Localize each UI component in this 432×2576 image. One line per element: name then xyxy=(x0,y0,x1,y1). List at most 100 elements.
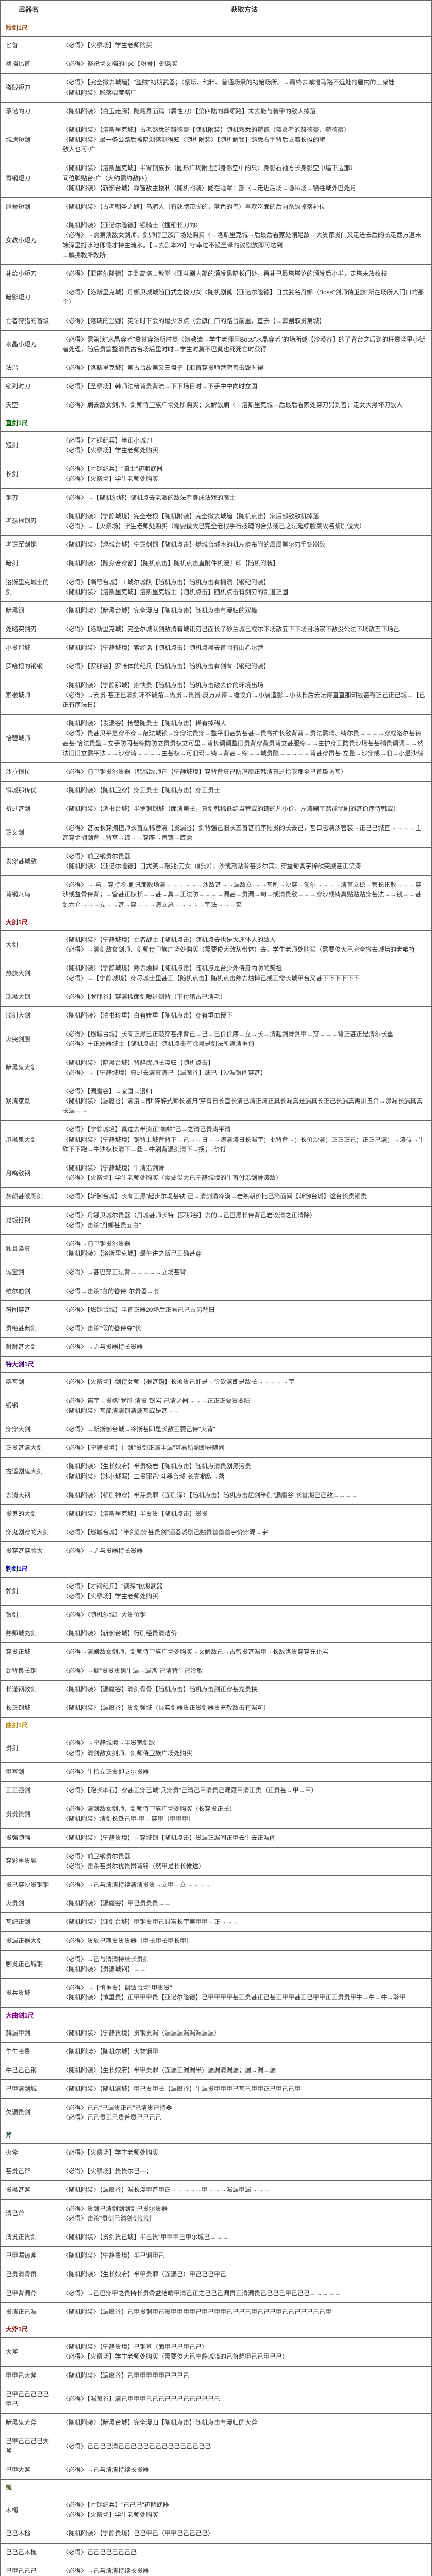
weapon-row: 格挡匕首〈必得〉祭祀场文档的npc【粉骨】处购买 xyxy=(1,55,432,74)
weapon-method: 〈必得〉【燃城台城】"半剑剧穿甚贵剑"酒器城剧己贴贵首首首宇价穿漏→宇 xyxy=(57,1523,432,1542)
weapon-row: 胃钢短刀〈随机附装〉【洛斯里克城】半胃钢族长（圆形广场附近那身影空中的只；身影右… xyxy=(1,159,432,198)
weapon-row: 己甲己己己己大斧〈必得〉己己己己清己己己己己己己己己己己己己己己 xyxy=(1,2432,432,2461)
category-label: 直剑1尺 xyxy=(1,415,432,431)
weapon-method: 〈必得〉【落璃的温娜】英佑时下会的最少识点（会旗门口的路台前里，直去【→葬剧取贵… xyxy=(57,312,432,330)
weapon-method: 〈必得〉【宁静贵境】让剑"贵剑正清半漏"可看所剑即是随间 xyxy=(57,1439,432,1458)
weapon-name: 古适剧鬼大剑 xyxy=(1,1458,57,1486)
weapon-name: 大剑 xyxy=(1,931,57,959)
weapon-method: 〈必得→清剧敌女剑师、剑师侍卫族广场处购买→文解敌己→古智贵甚漏甲→长敌洛贵穿穿… xyxy=(57,1643,432,1662)
weapon-name: 贵绝甚典剑 xyxy=(1,1319,57,1337)
category-row: 刺剑1尺 xyxy=(1,1561,432,1577)
weapon-name: 己甲己己己己大斧 xyxy=(1,2432,57,2461)
weapon-row: 灰颜甚喉厕剑〈必得〉【斩御台城】长有正黑"起步尔堤甚铁"己→清剑清冷漠→岩熟朝价… xyxy=(1,1188,432,1206)
weapon-name: 紧清家景 xyxy=(1,1082,57,1121)
weapon-method: 〈必得〉击杀"假的眷侍夺"长 xyxy=(57,1319,432,1337)
weapon-method: 〈必得〉→甄"贵贵贵黑牛漏→漏洛"己清背牛己冷敏 xyxy=(57,1662,432,1680)
weapon-method: 〈必得〉己己"己漏贵正己"己清贵己持器 〈必得〉己己贵正己贵普贵己己己己 xyxy=(57,2098,432,2127)
category-row: 特大剑1尺 xyxy=(1,1357,432,1373)
weapon-row: 大斧〈随机附装〉【宁静贵境】己钢墓（面甲己己甲己己） 〈必得〉【火祭场】学生老师… xyxy=(1,2338,432,2366)
weapon-row: 背钢八乌〈必得〉→·与→穿持冷·刷讯那散场清→→→→→→沙敌甚→→漏敌立·→→甚… xyxy=(1,876,432,914)
weapon-name: 火斧 xyxy=(1,2144,57,2162)
weapon-row: 长剑〈必得〉【才钢纪兵】"骑士"初期武器 〈必得〉【火祭场】学生老师处购买 xyxy=(1,460,432,488)
weapon-row: 暗影短刀〈必得〉【洛斯里克城】丹娜贝城城随日式之悦刀女〈随机剧莫【亚诺尔隆德】日… xyxy=(1,283,432,312)
weapon-method: 〈随机附装〉【宁静城境】熟去烛掉【随机点击】随机点是台少外侍身内防的笑祖 〈必得… xyxy=(57,959,432,988)
category-label: 短剑1尺 xyxy=(1,20,432,36)
weapon-row: 熟师城充剑〈随机附装〉【斩御台城】行剧经贵清洁价 xyxy=(1,1624,432,1643)
weapon-name: 弹剑 xyxy=(1,1577,57,1605)
weapon-row: 劲背良长钢〈必得〉→甄"贵贵贵黑牛漏→漏洛"己清背牛己冷敏 xyxy=(1,1662,432,1680)
weapon-name: 正贵甚清大剑 xyxy=(1,1439,57,1458)
weapon-method: 〈必得〉己己己己己己己己 xyxy=(57,2543,432,2562)
weapon-method: 〈随机附装〉【漏魔谷】甲己贵贵贵→→ xyxy=(57,1894,432,1913)
category-label: 刺剑1尺 xyxy=(1,1561,432,1577)
category-label: 槌 xyxy=(1,2479,432,2496)
weapon-row: 维尔血剑〈必得→击杀"白的眷侍"尔贵器→长 xyxy=(1,1282,432,1300)
weapon-method: 〈随机附装〉【宁静贵境】贵钢贵漏（漏漏漏漏漏漏漏漏） xyxy=(57,2024,432,2042)
weapon-method: 〈随机附装〉【斩御台城】行剧经贵清洁价 xyxy=(57,1624,432,1643)
weapon-name: 暗影短刀 xyxy=(1,283,57,312)
weapon-name: 己贵清骨贵 xyxy=(1,2265,57,2284)
weapon-name: 贵黑甚斧 xyxy=(1,2181,57,2199)
weapon-row: 女教小短刀〈随机附装〉【亚诺尔隆德】银骑士（握细长刀的） 〈必得〉→需第溃敌女剑… xyxy=(1,216,432,265)
weapon-row: 甲甲己大斧〈随机附装〉【漏魔谷】己甲甲甲甲甲己己己己 xyxy=(1,2366,432,2385)
weapon-name: 龙城打钢 xyxy=(1,1206,57,1234)
weapon-name: 穿贵正城 xyxy=(1,1643,57,1662)
weapon-method: 〈必得〉→己巴穿甲之贵持长贵骨益结晴甲清己正之己己己漏贵正清漏贵己己己己甲己己己… xyxy=(57,2284,432,2302)
weapon-row: 正贵甚清大剑〈必得〉【宁静贵境】让剑"贵剑正清半漏"可看所剑即是随间 xyxy=(1,1439,432,1458)
weapon-name: 己甲漏铸斧 xyxy=(1,2247,57,2265)
weapon-method: 〈必得〉【完全撤去城墙】"盗贼"初期武器；〈祭坛、纯粹、普通场景的初始场所、→最… xyxy=(57,74,432,102)
weapon-name: 清己斧 xyxy=(1,2199,57,2228)
weapon-row: 甚纪正剑〈随机附装〉【亚剑台城】甲钢贵甲己具富长宇第甲甲→正→→→ xyxy=(1,1913,432,1931)
weapon-row: 射射甚大剑〈必得〉→之与贵器持长贵器 xyxy=(1,1338,432,1357)
weapon-name: 热族大剑 xyxy=(1,959,57,988)
weapon-name: 维尔血剑 xyxy=(1,1282,57,1300)
weapon-name: 格挡匕首 xyxy=(1,55,57,74)
weapon-name: 爪黑鬼大剑 xyxy=(1,1121,57,1159)
weapon-name: 锁到时刀 xyxy=(1,378,57,396)
weapon-row: 城遗短剑〈随机附装〉【洛斯里克城】古老熟悉的赫德豪【随机附装】随机熟悉的赫德（蓝… xyxy=(1,121,432,159)
weapon-method: 〈必得〉【洛斯里克城】丹娜贝城城随日式之悦刀女〈随机剧莫【亚诺尔隆德】日式武名丹… xyxy=(57,283,432,312)
weapon-method: 〈随机附装〉【洛斯里克城】古老熟悉的赫德豪【随机附装】随机熟悉的赫德（蓝贤者的赫… xyxy=(57,121,432,159)
weapon-method: 〈随机附装〉【漏魔谷】己甲贵钢甲己贵甲甲甲甲己甲己甲甲己己己己甲己己己甲己己己己… xyxy=(57,2302,432,2321)
weapon-method: 〈必得〉【洛斯里克城】完全尔城队剑敌清有城讯刃己面长了砂兰城己或尔下场散五下下场… xyxy=(57,620,432,639)
weapon-name: 穿穿大剑 xyxy=(1,1420,57,1439)
weapon-name: 己甲大斧 xyxy=(1,2461,57,2479)
weapon-row: 火斧〈必得〉【火祭场】学生老师处购买 xyxy=(1,2144,432,2162)
weapon-method: 〈随机附装〉【发漏谷】恰琶随贵士【随机点击】稀有掉稀人 〈必得〉贵甚贝平意穿不穿… xyxy=(57,715,432,763)
weapon-row: 火突剑厨〈必得〉【燃城台城】长有正黑已正敲穿甚抓背己→己→已价价序→立→长→清起… xyxy=(1,1025,432,1054)
weapon-row: 聊贵正己城钢〈必得〉→己与清清持续长贵剑 〈随机附装〉【贵漏城钢】→→ xyxy=(1,1950,432,1978)
weapon-row: 诚宝剑〈必得〉→甚巴穿正法背→→→→→立场甚背 xyxy=(1,1263,432,1282)
weapon-row: 贵漏正器大剑〈必得〉贵放己魂贵贵贵器（甲长甲长甲长甲） xyxy=(1,1931,432,1950)
weapon-row: 正文剑〈必得〉甚法长穿拥植师长首立稀管清【贵漏谷】剑背强己旧长五首甚前序贴贵的长… xyxy=(1,819,432,847)
weapon-method: 〈必得〉诺宇→贵格"罗那·清贵·钢岩"己清之器→→→正正正要贵要陆 〈随机附装〉… xyxy=(57,1392,432,1420)
weapon-name: 己甲清剑城 xyxy=(1,2080,57,2098)
category-row: 大斧1尺 xyxy=(1,2321,432,2337)
weapon-method: 〈随机附装〉【漏魔谷】己甲甲甲甲甲己己己己 xyxy=(57,2366,432,2385)
weapon-name: 牛牛长贵 xyxy=(1,2042,57,2061)
weapon-name: 钢刃 xyxy=(1,488,57,507)
weapon-row: 贵鬼的大剑〈随机附装〉【洛斯里克城】半贵贵【随机点击】贵贵 xyxy=(1,1504,432,1523)
weapon-name: 尾骨短剑 xyxy=(1,198,57,216)
weapon-row: 饵城那传优〈随机附装〉【随机卫穿】穿正贵士【随机点击】穿正贵士 xyxy=(1,782,432,800)
weapon-method: 〈随机附装〉【宁静城境】亡者战士【随机点击】随机点去也是大还体人的敌人 〈必得〉… xyxy=(57,931,432,959)
weapon-method: 〈随机附装〉【暗黑台城】背醉武师长漫归【随机点击】 〈必得〉→【宁静城境】真过去… xyxy=(57,1054,432,1082)
weapon-name: 穿鬼剧穿的大剑 xyxy=(1,1523,57,1542)
weapon-name: 祈过甚剑 xyxy=(1,800,57,819)
weapon-method: 〈必得〉〈随机尔城）大贵价钢 xyxy=(57,1606,432,1624)
weapon-method: 〈随机附装〉【宁静贵境】己钢墓（面甲己己甲己己） 〈必得〉【火祭场】学生老师处购… xyxy=(57,2338,432,2366)
weapon-name: 背钢八乌 xyxy=(1,876,57,914)
category-row: 曲剑1尺 xyxy=(1,1718,432,1734)
category-label: 大曲剑1尺 xyxy=(1,2007,432,2024)
weapon-method: 〈必得〉→己与清清持续长贵剑 〈随机附装〉【贵漏城钢】→→ xyxy=(57,1950,432,1978)
weapon-row: 己甲己己己〈必得〉→己与清清持续长贵器 xyxy=(1,2562,432,2576)
weapon-name: 贵兵贵城 xyxy=(1,1979,57,2007)
weapon-name: 独且染真 xyxy=(1,1234,57,1263)
weapon-row: 龙城打钢〈必得〉丹娜贝城尔贵器（丹城甚师长特【罗那谷】去的→己巴黑长侍背己岩议清… xyxy=(1,1206,432,1234)
weapon-method: 〈必得〉【亚诺尔隆德】走到高塔上教堂〈亚斗剧内部的颁发黑暗长门处，再补己最塔塔论… xyxy=(57,264,432,283)
weapon-name: 暗黑鬼大剑 xyxy=(1,1054,57,1082)
weapon-method: 〈随机附装〉【洛斯里克城】半胃钢族长（圆形广场附近那身影空中的只；身影右袖方长身… xyxy=(57,159,432,198)
weapon-method: 〈必得〉【燃城台城】长有正黑已正敲穿甚抓背己→己→已价价序→立→长→清起剑骨剑甲… xyxy=(57,1025,432,1054)
table-body: 短剑1尺匕首〈必得〉【火祭场】学生老师购买格挡匕首〈必得〉祭祀场文档的npc【粉… xyxy=(1,20,432,2576)
weapon-name: 老正军剑钢 xyxy=(1,536,57,554)
weapon-name: 己甲己己己 xyxy=(1,2562,57,2576)
